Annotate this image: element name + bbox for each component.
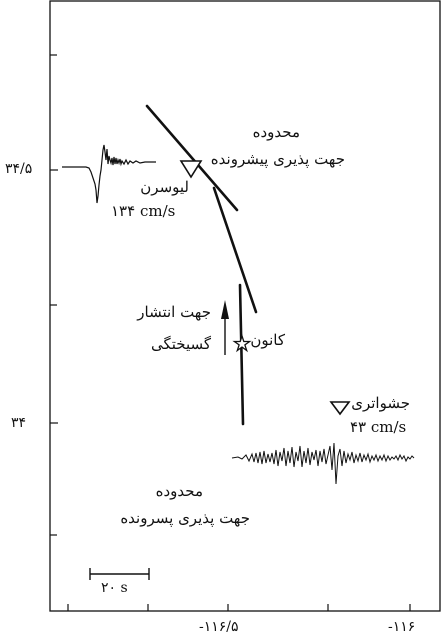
backward-zone-title: محدوده [155, 482, 203, 500]
scale-bar-label: ۲۰ s [101, 580, 128, 596]
seismogram-south [231, 442, 415, 485]
station-north-name: لیوسرن [140, 178, 189, 196]
seismogram-north [62, 144, 156, 204]
station-triangle-south-icon [329, 401, 351, 416]
fault-segment-south [238, 283, 245, 426]
x-tick-label-116: -۱۱۶ [388, 619, 416, 635]
plot-frame [49, 0, 441, 612]
backward-zone-subtitle: جهت پذیری پسرونده [120, 509, 250, 527]
fault-trace [145, 104, 258, 426]
rupture-direction-arrow [221, 300, 229, 355]
time-scale-bar [89, 568, 150, 580]
forward-zone-subtitle: جهت پذیری پیشرونده [210, 150, 345, 168]
fault-segment-north [145, 104, 239, 212]
y-tick-label-34-5: ۳۴/۵ [5, 161, 33, 177]
x-tick-label-116-5: -۱۱۶/۵ [199, 619, 239, 635]
station-south-pgv: ۴۳ cm/s [350, 418, 407, 436]
bottom-axis-ticks [67, 604, 411, 611]
station-south-name: جشواتری [351, 394, 410, 412]
left-axis-ticks [50, 54, 58, 536]
fault-segment-central [212, 186, 258, 314]
station-triangle-north-icon [179, 160, 203, 179]
arrow-up-icon [221, 300, 229, 319]
rupture-direction-line1: جهت انتشار [137, 303, 211, 321]
station-north-pgv: ۱۳۴ cm/s [111, 202, 176, 220]
epicenter-star-icon [232, 333, 252, 353]
y-tick-label-34: ۳۴ [11, 415, 27, 431]
forward-zone-title: محدوده [252, 123, 300, 141]
rupture-direction-line2: گسیختگی [150, 335, 211, 353]
epicenter-label: کانون [250, 331, 285, 349]
